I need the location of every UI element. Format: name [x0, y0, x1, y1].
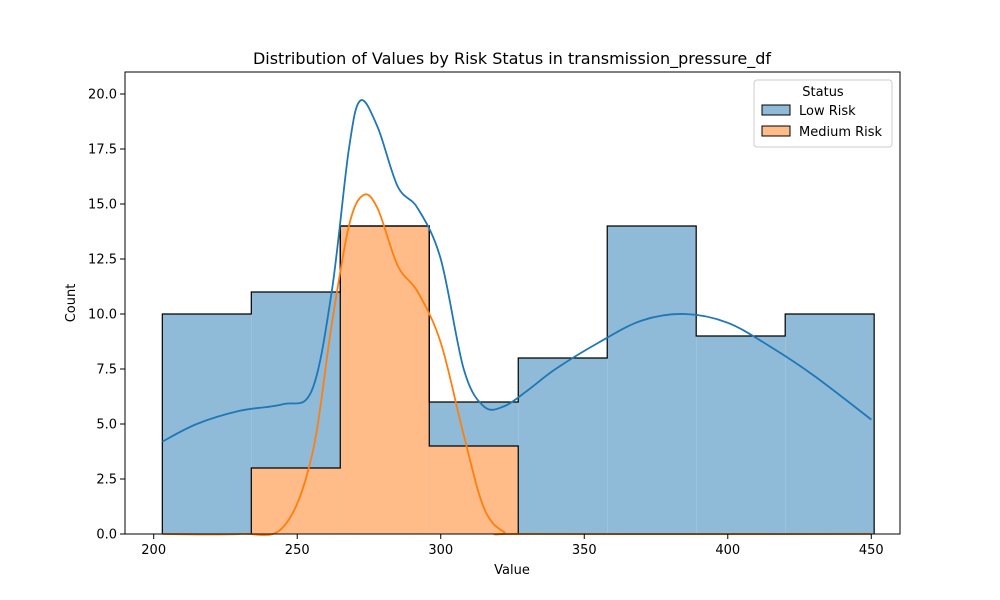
bar-low-risk-0 — [162, 314, 252, 534]
kde-line-low-risk — [161, 99, 872, 443]
y-tick-label-8: 20.0 — [88, 88, 117, 103]
chart-title: Distribution of Values by Risk Status in… — [253, 49, 771, 69]
legend: Status Low Risk Medium Risk — [753, 79, 893, 148]
legend-swatch-low-risk — [761, 104, 791, 116]
x-tick-label-350: 350 — [572, 543, 597, 558]
bar-medium-risk-3 — [429, 446, 519, 534]
y-tick-label-3: 7.5 — [96, 363, 117, 378]
bar-low-risk-6 — [696, 336, 786, 534]
bar-low-risk-4 — [518, 358, 608, 534]
legend-swatch-medium-risk — [761, 125, 791, 137]
plot-frame — [124, 71, 901, 535]
bar-medium-risk-1 — [251, 468, 341, 534]
legend-label-low-risk: Low Risk — [799, 104, 856, 119]
legend-title: Status — [802, 85, 844, 100]
bar-medium-risk-2 — [340, 226, 430, 534]
x-tick-label-200: 200 — [141, 543, 166, 558]
x-axis-label: Value — [494, 563, 530, 578]
y-tick-label-7: 17.5 — [88, 143, 117, 158]
y-tick-label-1: 2.5 — [96, 473, 117, 488]
y-axis-label: Count — [64, 284, 79, 323]
y-tick-label-6: 15.0 — [88, 198, 117, 213]
y-tick-label-0: 0.0 — [96, 528, 117, 543]
bar-low-risk-7 — [785, 314, 875, 534]
y-tick-label-5: 12.5 — [88, 253, 117, 268]
legend-label-medium-risk: Medium Risk — [799, 125, 883, 140]
y-tick-label-4: 10.0 — [88, 308, 117, 323]
x-tick-label-300: 300 — [428, 543, 453, 558]
bar-outline-low-risk — [161, 225, 875, 534]
x-tick-label-250: 250 — [285, 543, 310, 558]
x-tick-label-400: 400 — [715, 543, 740, 558]
y-tick-label-2: 5.0 — [96, 418, 117, 433]
bar-low-risk-5 — [607, 226, 697, 534]
x-tick-label-450: 450 — [859, 543, 884, 558]
